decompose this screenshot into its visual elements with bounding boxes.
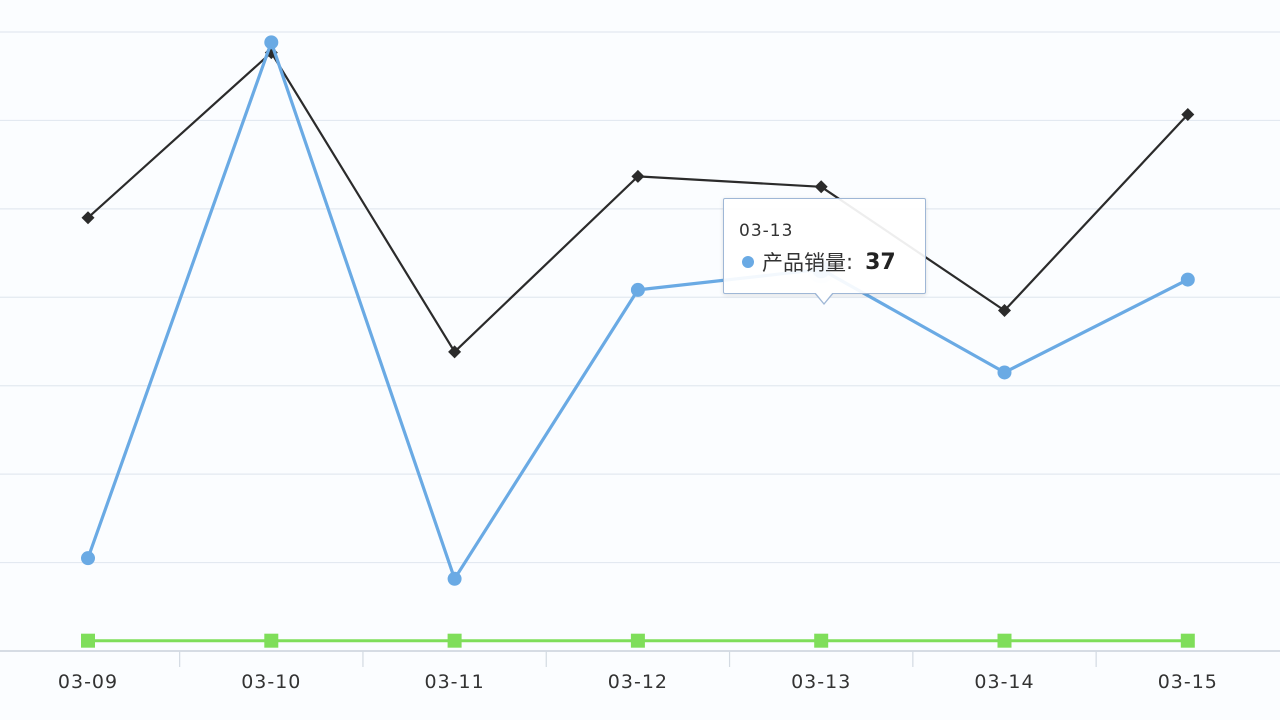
data-point [81, 211, 95, 225]
data-point [631, 169, 645, 183]
data-point [1180, 633, 1195, 648]
data-point [630, 282, 645, 297]
data-point [447, 633, 462, 648]
hover-tooltip: 03-13 产品销量 : 37 [723, 198, 926, 305]
x-tick-label: 03-10 [241, 671, 301, 693]
tooltip-value: 37 [865, 249, 896, 275]
data-point [447, 571, 462, 586]
data-point [81, 551, 95, 566]
data-point [1181, 108, 1195, 122]
data-point [814, 180, 828, 194]
data-point [1180, 272, 1195, 287]
data-point [630, 633, 645, 648]
data-point [997, 633, 1012, 648]
x-tick-label: 03-11 [424, 671, 484, 693]
data-point [997, 365, 1012, 380]
tooltip-arrow-fill [815, 292, 833, 303]
data-point [998, 304, 1011, 318]
x-tick-label: 03-15 [1158, 671, 1218, 693]
x-tick-label: 03-13 [791, 671, 851, 693]
x-tick-label: 03-14 [974, 671, 1034, 693]
data-point [264, 633, 279, 648]
tooltip-row: 产品销量 : 37 [742, 247, 896, 277]
tooltip-title: 03-13 [739, 221, 794, 241]
data-point [81, 633, 95, 648]
tooltip-separator: : [846, 250, 854, 274]
series-line [86, 40, 1189, 581]
data-point [264, 35, 279, 50]
tooltip-series-label: 产品销量 [762, 251, 846, 275]
x-tick-label: 03-09 [58, 671, 118, 693]
data-point [448, 345, 462, 359]
x-tick-label: 03-12 [608, 671, 668, 693]
data-point [814, 633, 829, 648]
tooltip-series-dot [742, 256, 754, 268]
